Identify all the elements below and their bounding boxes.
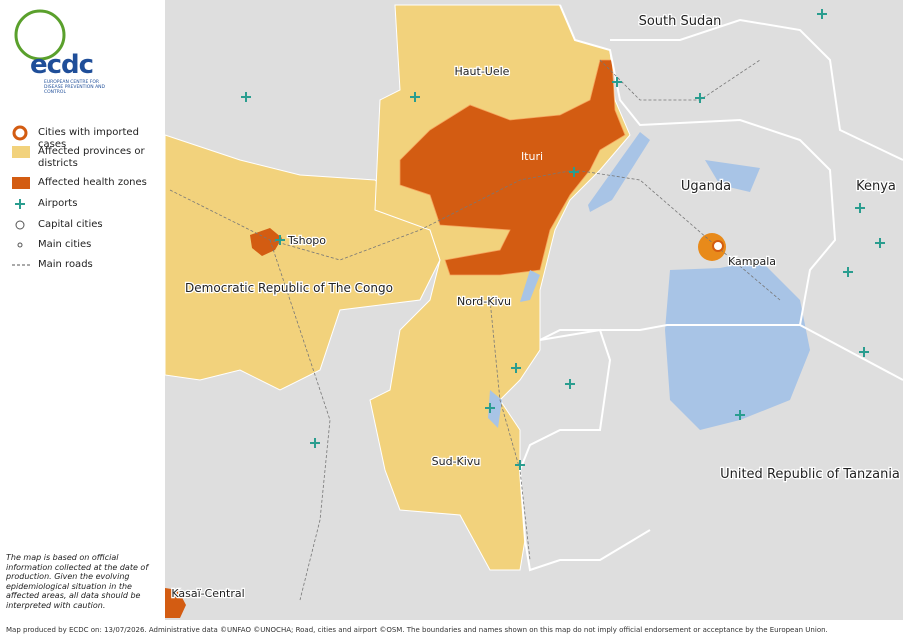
- place-label: United Republic of Tanzania: [720, 467, 900, 482]
- border: [610, 18, 903, 161]
- legend-symbol: [15, 220, 25, 230]
- border: [799, 324, 903, 381]
- airport: [511, 363, 521, 373]
- lake: [588, 132, 650, 212]
- airport: [817, 9, 827, 19]
- roads: [169, 59, 781, 601]
- legend-label: Affected provinces or districts: [38, 146, 145, 169]
- logo-text: ecdc: [30, 50, 94, 80]
- capital-city: [712, 240, 724, 252]
- lake: [665, 260, 810, 430]
- place-label: Kenya: [856, 179, 896, 194]
- legend-symbol: [12, 146, 30, 158]
- border: [518, 328, 651, 572]
- airport: [241, 92, 251, 102]
- airport: [875, 238, 885, 248]
- legend-symbol: [15, 199, 25, 209]
- legend-symbol: [17, 242, 23, 248]
- health-zone: [250, 228, 282, 256]
- place-label: Kasaï-Central: [171, 587, 244, 600]
- health-zone: [698, 233, 726, 261]
- legend-symbol: [12, 125, 28, 141]
- legend-label: Capital cities: [38, 219, 103, 230]
- airport: [612, 77, 622, 87]
- footer: Map produced by ECDC on: 13/07/2026. Adm…: [6, 626, 828, 634]
- legend-label: Affected health zones: [38, 177, 147, 188]
- province: [164, 134, 441, 391]
- place-label: Nord-Kivu: [457, 295, 511, 308]
- logo-subtitle: EUROPEAN CENTRE FOR DISEASE PREVENTION A…: [44, 80, 105, 95]
- lake: [705, 160, 760, 192]
- lake: [520, 270, 540, 302]
- airport: [569, 167, 579, 177]
- note: The map is based on official information…: [6, 553, 149, 610]
- legend-label: Main cities: [38, 239, 92, 250]
- logo-globe: [14, 9, 66, 61]
- place-label: Uganda: [681, 179, 731, 194]
- health-zone: [165, 588, 186, 618]
- place-label: Kampala: [728, 255, 776, 268]
- airport: [410, 92, 420, 102]
- legend-label: Cities with imported cases: [38, 127, 139, 150]
- health-zone: [399, 59, 626, 276]
- place-label: Haut-Uele: [455, 65, 510, 78]
- airport: [310, 438, 320, 448]
- place-label: Tshopo: [287, 234, 326, 247]
- legend-label: Airports: [38, 198, 78, 209]
- airport: [855, 203, 865, 213]
- airport: [695, 93, 705, 103]
- airport: [859, 347, 869, 357]
- legend-symbol: [12, 177, 30, 189]
- airport: [843, 267, 853, 277]
- place-label: South Sudan: [639, 14, 722, 29]
- airport: [485, 403, 495, 413]
- legend-label: Main roads: [38, 259, 93, 270]
- airport: [515, 460, 525, 470]
- place-label: Ituri: [521, 150, 543, 163]
- place-label: Democratic Republic of The Congo: [185, 281, 393, 295]
- airport: [735, 410, 745, 420]
- airport: [275, 235, 285, 245]
- airport: [565, 379, 575, 389]
- place-label: Sud-Kivu: [432, 455, 481, 468]
